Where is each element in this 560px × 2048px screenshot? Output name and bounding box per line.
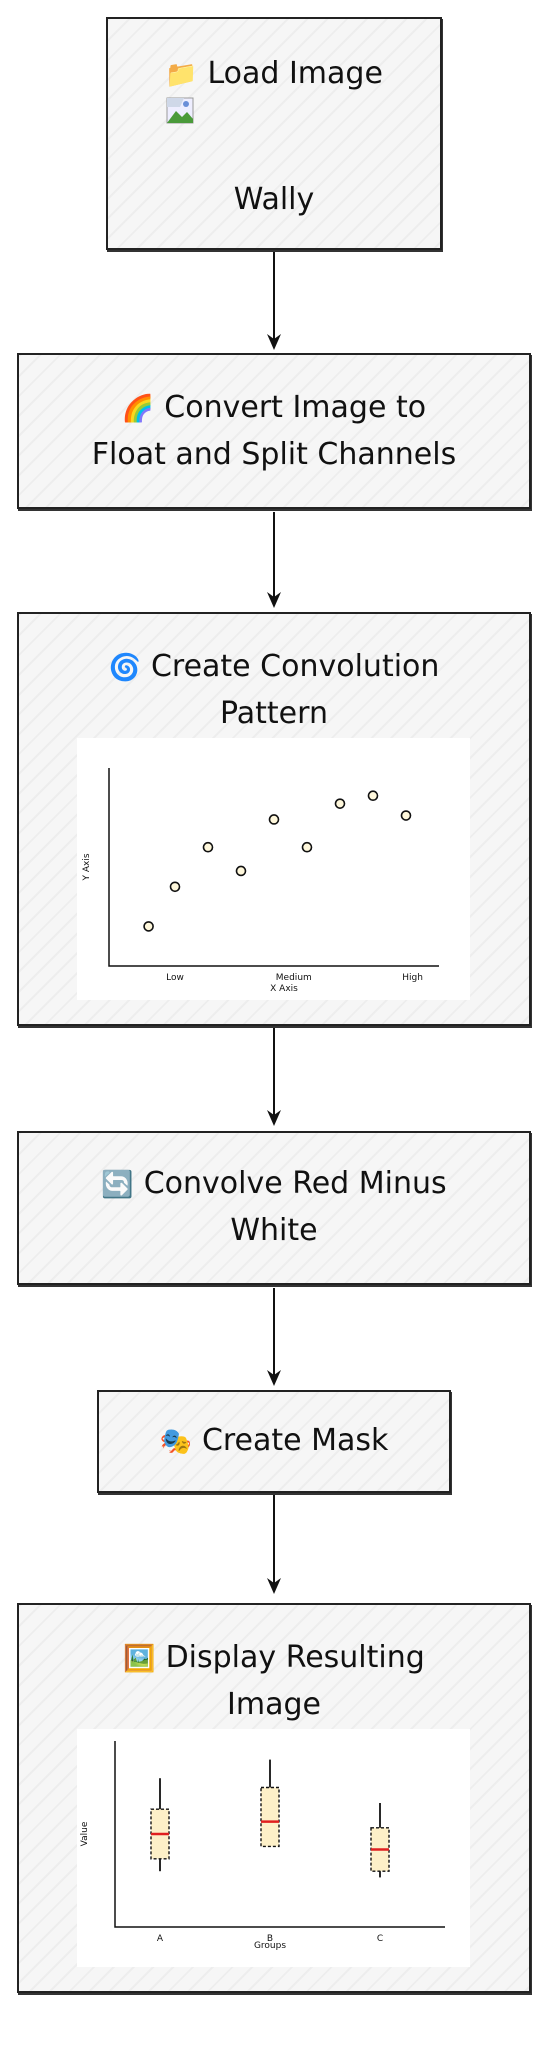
scatter-axes	[108, 768, 439, 967]
node-title-line-2: White	[230, 1213, 318, 1248]
node-create-convolution-pattern[interactable]: 🌀 Create Convolution Pattern Low Medium Hig…	[17, 612, 531, 1026]
scatter-plot-panel: Low Medium High X Axis Y Axis	[77, 738, 470, 1000]
node-load-image[interactable]: 📁 Load Image Wally	[106, 17, 442, 250]
x-axis-label: X Axis	[270, 984, 298, 994]
arrowhead-3	[267, 1110, 281, 1126]
node-subtitle: Wally	[233, 182, 315, 217]
data-point	[400, 810, 412, 821]
box-chart: A B C Groups Value	[80, 1741, 445, 1951]
x-tick-label: High	[402, 973, 423, 983]
box-axes	[114, 1741, 445, 1928]
x-tick-label: C	[377, 1934, 383, 1944]
x-tick-label: Medium	[276, 973, 312, 983]
node-display-resulting-image[interactable]: 🖼️ Display Resulting Image A B C Groups Value	[17, 1603, 531, 1993]
arrowhead-1	[267, 334, 281, 350]
arrowhead-2	[267, 592, 281, 608]
arrowhead-4	[267, 1370, 281, 1386]
node-title-line-1: Convert Image to	[164, 390, 427, 425]
y-axis-label: Y Axis	[82, 853, 92, 881]
x-axis-label: Groups	[254, 1941, 286, 1951]
scatter-chart: Low Medium High X Axis Y Axis	[82, 768, 439, 994]
x-tick-label: B	[267, 1934, 273, 1944]
node-title-line-1: Display Resulting	[165, 1640, 425, 1675]
arrowhead-5	[267, 1578, 281, 1594]
node-create-mask[interactable]: 🎭 Create Mask	[97, 1390, 451, 1493]
data-point	[169, 881, 181, 893]
data-point	[202, 841, 214, 853]
node-title: Load Image	[207, 56, 383, 91]
cyclone-icon: 🌀	[108, 653, 141, 683]
rainbow-icon: 🌈	[121, 394, 155, 424]
y-axis-label: Value	[80, 1821, 90, 1846]
refresh-icon: 🔄	[101, 1170, 134, 1200]
box-rect	[260, 1786, 280, 1848]
node-convolve-red-minus-white[interactable]: 🔄 Convolve Red Minus White	[17, 1131, 531, 1285]
node-convert-image[interactable]: 🌈 Convert Image to Float and Split Channe…	[17, 353, 531, 509]
folder-icon: 📁	[165, 60, 198, 90]
broken-image-icon	[166, 97, 194, 124]
node-title-line-2: Float and Split Channels	[91, 437, 457, 472]
node-title: Create Mask	[201, 1423, 389, 1458]
framed-picture-icon: 🖼️	[123, 1644, 156, 1674]
x-tick-label: A	[157, 1934, 164, 1944]
box-plot-panel: A B C Groups Value	[77, 1729, 470, 1967]
data-point	[301, 841, 313, 853]
data-point	[235, 865, 247, 877]
x-tick-label: Low	[166, 973, 184, 983]
data-point	[143, 921, 154, 932]
node-title-line-2: Pattern	[220, 696, 328, 731]
data-point	[367, 790, 379, 802]
data-point	[334, 798, 346, 809]
data-point	[268, 814, 280, 825]
node-title-line-1: Create Convolution	[150, 649, 440, 684]
node-title-line-2: Image	[227, 1687, 321, 1722]
masks-icon: 🎭	[159, 1427, 192, 1457]
node-title-line-1: Convolve Red Minus	[143, 1166, 447, 1201]
